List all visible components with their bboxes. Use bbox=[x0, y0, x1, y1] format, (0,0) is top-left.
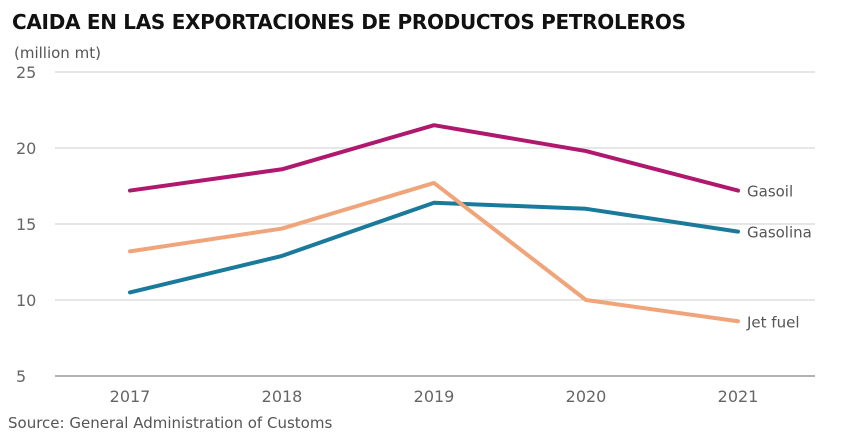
series-line-gasoil bbox=[128, 123, 740, 193]
x-tick-label: 2021 bbox=[718, 387, 759, 406]
series-label: Gasoil bbox=[747, 183, 793, 201]
y-tick-label: 10 bbox=[16, 291, 36, 310]
chart-title: CAIDA EN LAS EXPORTACIONES DE PRODUCTOS … bbox=[12, 10, 686, 34]
y-axis-unit-label: (million mt) bbox=[14, 44, 101, 62]
source-note: Source: General Administration of Custom… bbox=[8, 414, 333, 432]
y-tick-label: 15 bbox=[16, 215, 36, 234]
series-label: Gasolina bbox=[747, 224, 812, 242]
x-tick-label: 2018 bbox=[262, 387, 303, 406]
y-tick-label: 25 bbox=[16, 63, 36, 82]
x-tick-label: 2017 bbox=[110, 387, 151, 406]
y-tick-label: 5 bbox=[16, 367, 26, 386]
x-tick-label: 2020 bbox=[566, 387, 607, 406]
series-line-gasolina bbox=[128, 200, 740, 295]
x-tick-label: 2019 bbox=[414, 387, 455, 406]
series-label: Jet fuel bbox=[746, 313, 800, 331]
y-tick-label: 20 bbox=[16, 139, 36, 158]
